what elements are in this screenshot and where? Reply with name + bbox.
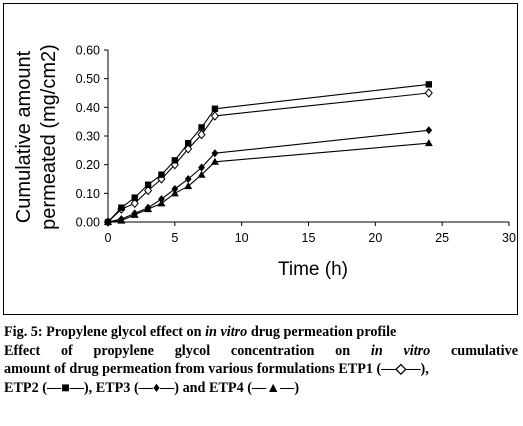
data-point-etp2	[131, 194, 138, 201]
caption-line-2: Effect of propylene glycol concentration…	[4, 342, 518, 361]
data-point-etp2	[144, 181, 152, 188]
y-axis-title-line1: Cumulative amount	[13, 50, 35, 223]
chart-series	[103, 81, 433, 227]
data-point-etp4	[170, 189, 179, 197]
data-point-etp4	[130, 210, 139, 218]
caption-line2-prefix: Effect of propylene glycol concentration…	[4, 342, 371, 359]
y-tick-label: 0.00	[76, 216, 100, 230]
x-tick-label: 25	[435, 231, 449, 245]
y-tick-label: 0.40	[76, 101, 100, 115]
x-tick-label: 20	[368, 231, 382, 245]
caption-line-4: ETP2 (—■—), ETP3 (—♦—) and ETP4 (—▲—)	[4, 379, 300, 396]
x-tick-label: 5	[171, 231, 178, 245]
data-point-etp2	[185, 139, 192, 147]
chart-axes	[107, 50, 509, 223]
series-line-etp1	[107, 92, 429, 223]
data-point-etp2	[425, 81, 432, 88]
data-point-etp1	[424, 88, 433, 98]
data-point-etp4	[104, 218, 112, 225]
data-point-etp3	[425, 126, 433, 135]
y-tick-label: 0.10	[76, 187, 100, 201]
x-tick-label: 10	[235, 231, 249, 245]
y-tick-label: 0.20	[76, 158, 100, 172]
series-line-etp2	[107, 83, 429, 223]
caption-title: Fig. 5: Propylene glycol effect on in vi…	[4, 323, 518, 342]
data-point-etp4	[144, 205, 153, 213]
data-point-etp2	[171, 157, 179, 164]
data-point-etp1	[144, 185, 153, 196]
data-point-etp2	[198, 124, 205, 131]
series-line-etp3	[107, 129, 429, 223]
data-point-etp2	[211, 105, 219, 112]
data-point-etp3	[158, 195, 165, 204]
caption-title-prefix: Fig. 5: Propylene glycol effect on	[4, 324, 206, 340]
y-axis-title-line2: permeated (mg/cm2)	[38, 44, 60, 230]
caption-line-3: amount of drug permeation from various f…	[4, 361, 429, 377]
x-tick-label: 0	[105, 231, 112, 245]
x-tick-label: 30	[502, 231, 516, 245]
data-point-etp4	[210, 157, 219, 165]
caption-title-italic: in vitro	[205, 324, 248, 340]
y-tick-label: 0.60	[76, 44, 100, 58]
data-point-etp3	[184, 175, 192, 183]
y-tick-label: 0.50	[76, 72, 100, 86]
data-point-etp1	[210, 111, 219, 121]
data-point-etp4	[197, 170, 206, 178]
caption-line2-italic: in vitro	[370, 342, 431, 359]
figure-frame	[3, 3, 518, 315]
caption-title-suffix: drug permeation profile	[247, 324, 397, 340]
y-tick-label: 0.30	[76, 130, 100, 144]
data-point-etp1	[184, 144, 193, 154]
x-axis-title: Time (h)	[278, 259, 348, 280]
caption-line2-suffix: cumulative	[430, 342, 518, 359]
data-point-etp2	[158, 171, 165, 178]
line-chart: 0.00 0.10 0.20 0.30 0.40 0.50 0.60 0 5 10 15 20 25 30…	[13, 44, 516, 281]
x-tick-label: 15	[302, 231, 316, 245]
data-point-etp3	[171, 185, 179, 194]
data-point-etp3	[211, 149, 219, 158]
data-point-etp4	[157, 199, 166, 207]
series-etp3	[104, 126, 433, 226]
data-point-etp4	[117, 216, 126, 224]
data-point-etp3	[198, 163, 205, 172]
data-point-etp4	[424, 139, 433, 147]
data-point-etp1	[130, 198, 139, 209]
data-point-etp1	[197, 129, 206, 140]
series-line-etp4	[107, 142, 429, 223]
data-point-etp4	[184, 182, 193, 190]
chart-ticks: 0.00 0.10 0.20 0.30 0.40 0.50 0.60 0 5 10 15 20 25 30	[76, 44, 516, 246]
series-etp4	[104, 139, 433, 225]
data-point-etp2	[118, 204, 125, 211]
figure-caption: Fig. 5: Propylene glycol effect on in vi…	[4, 323, 518, 397]
